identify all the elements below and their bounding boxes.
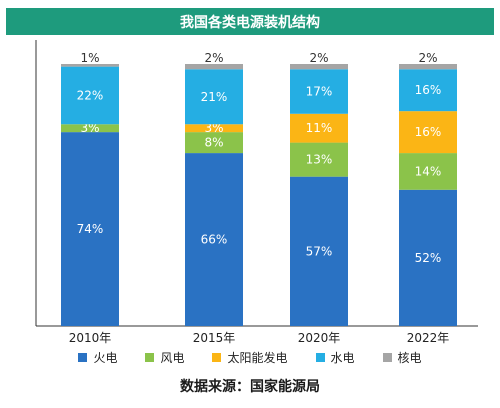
legend-item-4: 水电: [315, 349, 355, 366]
bar-segment-3-5: [290, 64, 348, 70]
data-source-note: 数据来源：国家能源局: [180, 379, 320, 395]
bar-segment-3-4: [290, 69, 348, 114]
data-label-4-2: 14%: [415, 164, 442, 178]
bar-segment-4-2: [399, 153, 457, 190]
x-tick-label-4: 2022年: [407, 331, 450, 345]
data-label-1-1: 74%: [77, 222, 104, 236]
bar-segment-1-2: [61, 124, 119, 133]
legend-label: 水电: [330, 350, 355, 365]
data-label-2-5: 2%: [204, 51, 223, 65]
x-tick-label-3: 2020年: [298, 331, 341, 345]
data-label-1-2: 3%: [80, 121, 99, 135]
bar-segment-2-5: [185, 64, 243, 70]
stacked-bar-chart: 74%3%22%1%2010年66%8%3%21%2%2015年57%13%11…: [35, 40, 478, 345]
data-label-3-1: 57%: [306, 244, 333, 258]
bar-segment-4-4: [399, 69, 457, 112]
data-label-2-3: 3%: [204, 121, 223, 135]
bar-segment-1-1: [61, 132, 119, 326]
legend-item-3: 太阳能发电: [212, 349, 288, 366]
data-label-1-5: 1%: [80, 51, 99, 65]
legend-swatch: [315, 352, 325, 362]
data-label-2-4: 21%: [201, 90, 228, 104]
data-label-3-4: 17%: [306, 85, 333, 99]
bar-segment-2-3: [185, 124, 243, 133]
legend-label: 火电: [93, 350, 118, 365]
legend-swatch: [78, 352, 88, 362]
data-label-2-2: 8%: [204, 136, 223, 150]
chart-title: 我国各类电源装机结构: [6, 8, 494, 35]
bar-segment-4-1: [399, 189, 457, 326]
legend-swatch: [145, 352, 155, 362]
bar-segment-2-4: [185, 69, 243, 125]
bar-segment-4-5: [399, 64, 457, 70]
bar-segment-3-1: [290, 176, 348, 326]
legend-item-2: 风电: [145, 349, 184, 366]
bar-segment-2-2: [185, 132, 243, 154]
data-label-3-3: 11%: [306, 121, 333, 135]
legend-label: 太阳能发电: [227, 350, 288, 365]
legend-label: 风电: [160, 350, 185, 365]
data-label-1-4: 22%: [77, 88, 104, 102]
bar-segment-2-1: [185, 153, 243, 326]
data-label-3-5: 2%: [309, 51, 328, 65]
bar-segment-3-3: [290, 113, 348, 143]
legend-label: 核电: [397, 350, 422, 365]
legend-swatch: [382, 352, 392, 362]
data-label-4-5: 2%: [418, 51, 437, 65]
data-label-4-4: 16%: [415, 83, 442, 97]
data-label-3-2: 13%: [306, 153, 333, 167]
legend-item-5: 核电: [382, 349, 422, 366]
chart-legend: 火电 风电 太阳能发电 水电 核电: [0, 347, 500, 367]
legend-item-1: 火电: [78, 349, 117, 366]
bar-segment-3-2: [290, 142, 348, 177]
bar-segment-4-3: [399, 111, 457, 154]
x-tick-label-1: 2010年: [69, 331, 112, 345]
data-label-2-1: 66%: [201, 233, 228, 247]
legend-swatch: [212, 352, 222, 362]
data-label-4-3: 16%: [415, 125, 442, 139]
bar-segment-1-4: [61, 66, 119, 125]
x-tick-label-2: 2015年: [193, 331, 236, 345]
data-label-4-1: 52%: [415, 251, 442, 265]
bar-segment-1-5: [61, 64, 119, 67]
